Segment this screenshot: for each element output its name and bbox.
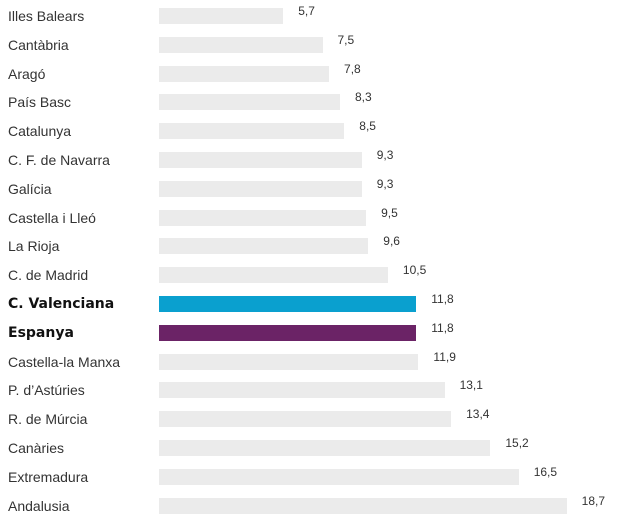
- bar: [159, 36, 323, 53]
- value-label: 7,8: [344, 61, 361, 76]
- bar: [159, 209, 367, 226]
- category-label: Castella i Lleó: [8, 209, 96, 226]
- value-label: 8,3: [354, 90, 372, 105]
- category-label: Espanya: [8, 324, 74, 341]
- category-label: C. Valenciana: [8, 296, 115, 312]
- bar: [159, 65, 330, 82]
- value-label: 9,3: [376, 176, 394, 191]
- bar: [159, 94, 340, 111]
- value-label: 10,5: [402, 263, 427, 278]
- bar: [159, 411, 452, 428]
- value-label: 8,5: [359, 119, 376, 134]
- bar: [159, 238, 369, 255]
- category-label: Catalunya: [8, 123, 72, 140]
- category-label: Illes Balears: [8, 8, 85, 24]
- bar: [159, 123, 345, 140]
- bar: [159, 324, 417, 341]
- bar: [159, 497, 567, 514]
- category-label: Canàries: [8, 440, 65, 456]
- category-label: Castella-la Manxa: [8, 353, 121, 370]
- value-label: 11,9: [433, 349, 456, 364]
- category-label: C. F. de Navarra: [8, 152, 110, 168]
- bar: [159, 382, 445, 399]
- bar: [159, 296, 417, 312]
- category-label: C. de Madrid: [8, 267, 89, 284]
- bar: [159, 8, 284, 24]
- value-label: 9,6: [383, 234, 400, 249]
- bar: [159, 353, 419, 370]
- category-label: País Basc: [8, 94, 72, 111]
- category-label: Extremadura: [8, 468, 89, 485]
- value-label: 13,1: [459, 378, 483, 393]
- value-label: 13,4: [466, 407, 490, 422]
- category-label: Galícia: [8, 180, 52, 197]
- value-label: 9,3: [376, 148, 394, 162]
- value-label: 11,8: [431, 292, 454, 306]
- category-label: Andalusia: [8, 497, 70, 514]
- value-label: 18,7: [581, 493, 606, 508]
- value-label: 11,8: [431, 320, 454, 335]
- category-label: Aragó: [8, 65, 46, 82]
- bar: [159, 440, 491, 456]
- value-label: 5,7: [298, 4, 315, 18]
- category-label: La Rioja: [8, 238, 60, 255]
- value-label: 16,5: [533, 464, 558, 479]
- category-label: Cantàbria: [8, 36, 69, 53]
- bar: [159, 180, 362, 197]
- category-label: R. de Múrcia: [8, 411, 88, 428]
- bar: [159, 468, 519, 485]
- value-label: 9,5: [381, 205, 398, 220]
- bar: [159, 267, 388, 284]
- category-label: P. d’Astúries: [8, 382, 85, 399]
- value-label: 7,5: [337, 32, 355, 47]
- value-label: 15,2: [505, 436, 529, 450]
- bar: [159, 152, 362, 168]
